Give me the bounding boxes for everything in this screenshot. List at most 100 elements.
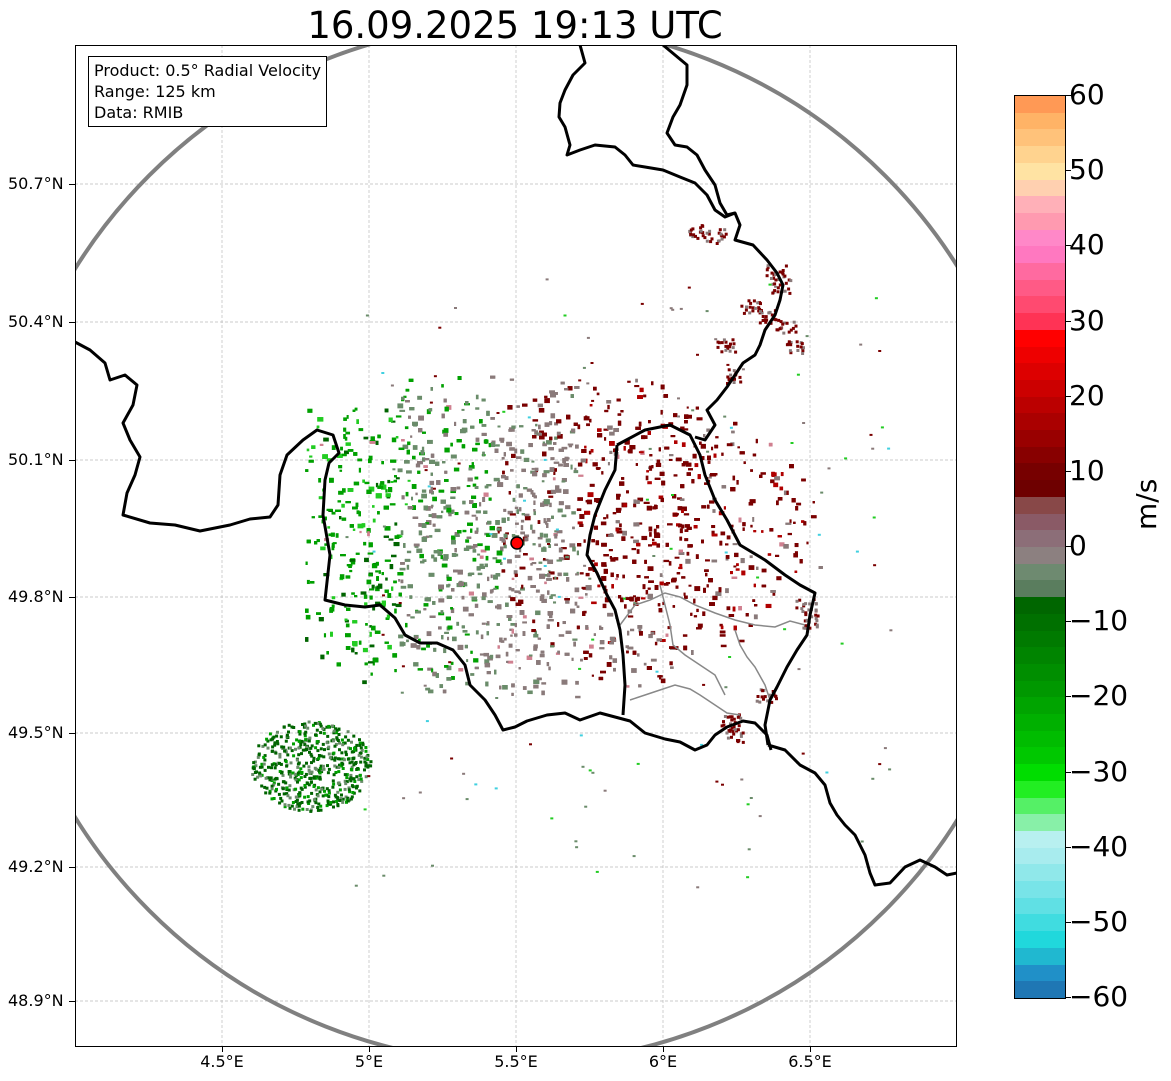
- echo-pixel: [757, 306, 761, 310]
- echo-pixel: [331, 779, 335, 783]
- echo-pixel: [575, 444, 579, 449]
- echo-pixel: [574, 386, 580, 389]
- echo-pixel: [367, 531, 370, 537]
- echo-pixel: [707, 232, 711, 236]
- echo-pixel: [779, 486, 784, 491]
- echo-pixel: [319, 731, 323, 735]
- echo-pixel: [643, 662, 647, 666]
- echo-pixel: [758, 321, 762, 325]
- radar-map[interactable]: [75, 45, 957, 1047]
- echo-pixel: [475, 394, 479, 400]
- echo-pixel: [349, 779, 353, 783]
- echo-pixel: [753, 583, 756, 588]
- echo-pixel: [336, 662, 341, 667]
- echo-pixel: [880, 426, 884, 429]
- echo-pixel: [769, 528, 774, 532]
- echo-pixel: [289, 761, 293, 765]
- echo-pixel: [343, 741, 347, 745]
- echo-pixel: [295, 758, 299, 762]
- echo-pixel: [744, 308, 748, 312]
- echo-pixel: [444, 479, 449, 482]
- echo-pixel: [402, 797, 406, 800]
- echo-pixel: [330, 757, 334, 761]
- echo-pixel: [416, 548, 423, 553]
- echo-pixel: [455, 553, 459, 557]
- echo-pixel: [791, 326, 795, 330]
- echo-pixel: [325, 725, 329, 729]
- echo-pixel: [636, 762, 640, 765]
- echo-pixel: [425, 522, 430, 525]
- colorbar-segment: [1015, 212, 1065, 231]
- echo-pixel: [732, 381, 736, 384]
- echo-pixel: [615, 520, 620, 524]
- echo-pixel: [514, 573, 518, 577]
- echo-pixel: [294, 747, 297, 751]
- echo-pixel: [731, 346, 735, 350]
- echo-pixel: [818, 566, 823, 569]
- echo-pixel: [345, 431, 351, 435]
- echo-pixel: [750, 469, 753, 472]
- echo-pixel: [514, 448, 518, 454]
- echo-pixel: [267, 765, 270, 769]
- echo-pixel: [593, 633, 596, 636]
- echo-pixel: [385, 617, 390, 620]
- echo-pixel: [728, 614, 735, 617]
- echo-pixel: [774, 285, 778, 288]
- echo-pixel: [613, 557, 619, 561]
- echo-pixel: [394, 522, 398, 526]
- echo-pixel: [584, 510, 591, 515]
- echo-pixel: [545, 278, 549, 281]
- colorbar-segment: [1015, 480, 1065, 498]
- echo-pixel: [442, 557, 448, 561]
- echo-pixel: [364, 481, 370, 485]
- echo-pixel: [741, 731, 745, 735]
- echo-pixel: [258, 765, 262, 769]
- echo-pixel: [779, 320, 783, 324]
- echo-pixel: [538, 561, 543, 564]
- echo-pixel: [429, 489, 434, 494]
- echo-pixel: [691, 409, 695, 412]
- echo-pixel: [771, 471, 775, 477]
- echo-pixel: [307, 408, 313, 413]
- echo-pixel: [513, 570, 518, 575]
- echo-pixel: [503, 540, 506, 546]
- echo-pixel: [654, 533, 661, 538]
- echo-pixel: [495, 654, 501, 659]
- echo-pixel: [454, 548, 457, 553]
- echo-pixel: [349, 773, 353, 777]
- echo-pixel: [457, 569, 463, 575]
- echo-pixel: [545, 521, 548, 525]
- echo-pixel: [794, 324, 798, 328]
- echo-pixel: [726, 606, 731, 611]
- echo-pixel: [773, 482, 779, 488]
- echo-pixel: [553, 461, 560, 464]
- echo-pixel: [540, 502, 545, 507]
- echo-pixel: [616, 530, 623, 534]
- echo-pixel: [432, 487, 436, 490]
- echo-pixel: [711, 525, 716, 529]
- echo-pixel: [507, 559, 512, 564]
- echo-pixel: [626, 650, 629, 654]
- echo-pixel: [577, 543, 582, 547]
- echo-pixel: [557, 434, 563, 439]
- echo-pixel: [727, 378, 731, 382]
- echo-pixel: [278, 761, 281, 765]
- echo-pixel: [889, 629, 893, 632]
- colorbar-segment: [1015, 814, 1065, 832]
- echo-pixel: [601, 562, 607, 567]
- echo-pixel: [543, 574, 548, 577]
- echo-pixel: [632, 650, 637, 655]
- echo-pixel: [345, 623, 350, 628]
- echo-pixel: [619, 523, 622, 528]
- echo-pixel: [358, 511, 361, 517]
- echo-pixel: [412, 505, 416, 510]
- echo-pixel: [727, 368, 731, 372]
- echo-pixel: [726, 363, 730, 366]
- echo-pixel: [327, 789, 331, 793]
- echo-pixel: [650, 658, 657, 662]
- echo-pixel: [691, 479, 695, 484]
- echo-pixel: [542, 451, 547, 457]
- echo-pixel: [596, 392, 600, 396]
- echo-pixel: [352, 777, 356, 781]
- colorbar-unit-label: m/s: [1130, 478, 1163, 530]
